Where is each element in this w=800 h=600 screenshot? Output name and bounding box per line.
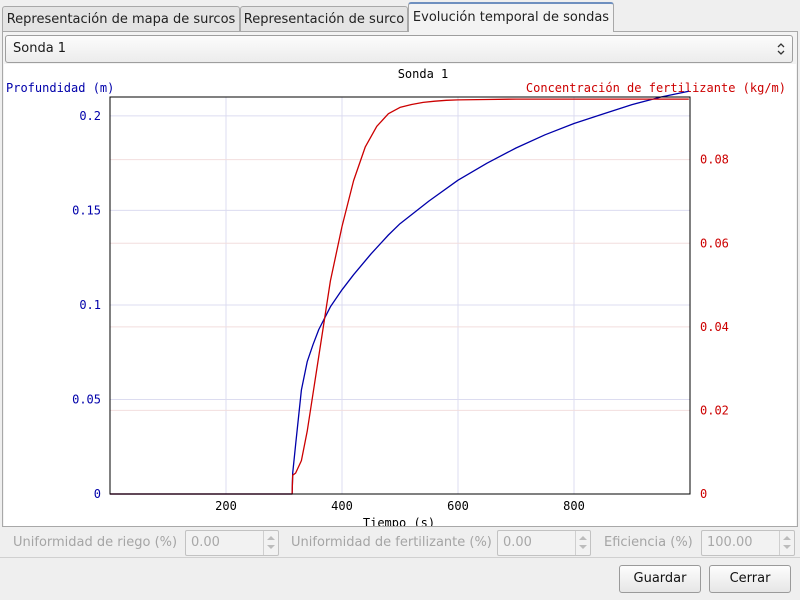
tab-probe-evolution[interactable]: Evolución temporal de sondas	[408, 2, 614, 32]
y-left-axis-label: Profundidad (m)	[6, 81, 114, 95]
spin-up-icon	[579, 536, 587, 540]
x-axis-label: Tiempo (s)	[363, 516, 435, 526]
spin-buttons[interactable]	[575, 531, 590, 555]
y-right-tick-label: 0.08	[700, 153, 729, 167]
y-left-tick-label: 0.15	[72, 203, 101, 217]
spin-up-icon	[783, 536, 791, 540]
fertilizer-uniformity-value: 0.00	[503, 535, 532, 550]
fertilizer-uniformity-label: Uniformidad de fertilizante (%)	[291, 535, 492, 550]
irrigation-uniformity-label: Uniformidad de riego (%)	[13, 535, 178, 550]
axis-ticks: 200 400 600 800 0 0.05 0.1 0.15 0.2 0 0.02 0.04 0.06…	[72, 109, 729, 513]
spin-down-icon	[267, 545, 275, 549]
y-right-tick-label: 0.04	[700, 320, 729, 334]
x-tick-label: 600	[447, 499, 469, 513]
spin-buttons[interactable]	[263, 531, 278, 555]
spin-up-icon	[267, 536, 275, 540]
y-right-tick-label: 0.02	[700, 403, 729, 417]
chart-grid	[110, 97, 690, 495]
spin-down-icon	[783, 545, 791, 549]
x-tick-label: 200	[215, 499, 237, 513]
chart-lines	[110, 90, 689, 495]
y-right-tick-label: 0.06	[700, 236, 729, 250]
updown-arrows-icon	[777, 43, 785, 55]
x-tick-label: 400	[331, 499, 353, 513]
efficiency-label: Eficiencia (%)	[604, 535, 693, 550]
save-button[interactable]: Guardar	[619, 565, 701, 593]
probe-chart: Sonda 1 Profundidad (m) Concentración de…	[6, 67, 786, 530]
separator	[0, 557, 800, 558]
plot-frame	[109, 96, 691, 495]
probe-select[interactable]: Sonda 1	[5, 35, 793, 63]
irrigation-uniformity-value: 0.00	[191, 535, 220, 550]
stats-row: Uniformidad de riego (%) 0.00 Uniformida…	[0, 530, 800, 556]
close-button[interactable]: Cerrar	[709, 565, 791, 593]
fertilizer-uniformity-spinbox[interactable]: 0.00	[497, 530, 591, 556]
y-left-tick-label: 0.05	[72, 392, 101, 406]
irrigation-uniformity-spinbox[interactable]: 0.00	[185, 530, 279, 556]
x-tick-label: 800	[563, 499, 585, 513]
probe-select-value: Sonda 1	[13, 41, 67, 56]
efficiency-spinbox[interactable]: 100.00	[701, 530, 795, 556]
y-right-axis-label: Concentración de fertilizante (kg/m)	[526, 81, 786, 95]
chart-area: Sonda 1 Profundidad (m) Concentración de…	[4, 64, 796, 530]
spin-buttons[interactable]	[779, 531, 794, 555]
tab-furrow[interactable]: Representación de surco	[240, 6, 408, 31]
y-left-tick-label: 0	[94, 487, 101, 501]
spin-down-icon	[579, 545, 587, 549]
y-left-tick-label: 0.1	[79, 298, 101, 312]
chart-title: Sonda 1	[398, 67, 449, 81]
fertilizer-series-line	[110, 98, 689, 495]
tab-furrow-map[interactable]: Representación de mapa de surcos	[2, 6, 240, 31]
y-right-tick-label: 0	[700, 487, 707, 501]
depth-series-line	[110, 90, 689, 495]
y-left-tick-label: 0.2	[79, 109, 101, 123]
efficiency-value: 100.00	[707, 535, 753, 550]
tab-bar: Representación de mapa de surcos Represe…	[0, 0, 800, 32]
